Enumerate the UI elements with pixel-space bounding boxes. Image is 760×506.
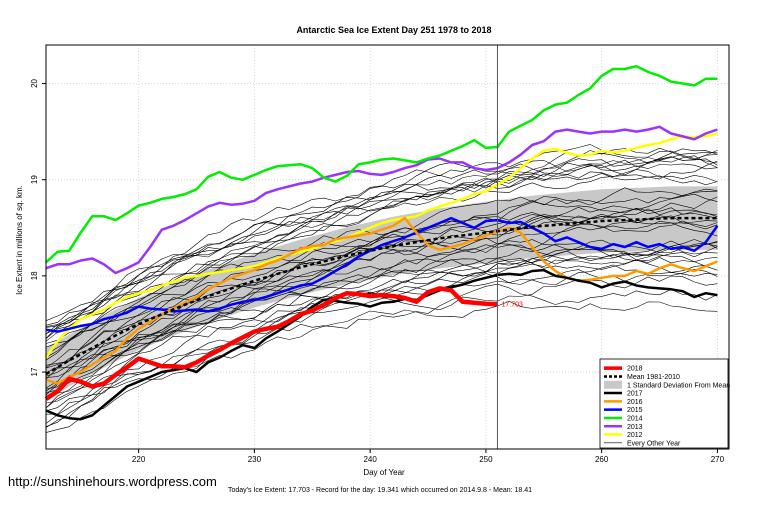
series-line-2014: [45, 64, 718, 264]
y-tick-label: 20: [30, 78, 39, 87]
other-year-line: [45, 256, 718, 409]
legend-label: 2014: [627, 415, 643, 422]
x-axis-label: Day of Year: [363, 468, 405, 477]
today-value-label: 17.703: [501, 301, 523, 308]
other-year-line: [45, 215, 718, 389]
legend-label: 1 Standard Deviation From Mean: [627, 382, 730, 389]
series-line-2017: [45, 268, 718, 421]
other-year-line: [45, 242, 718, 393]
series-line-mean: [45, 216, 718, 376]
series-line-2013: [45, 125, 718, 275]
legend-swatch: [604, 380, 622, 389]
x-tick-label: 240: [363, 455, 377, 464]
other-year-line: [45, 237, 718, 392]
other-year-line: [45, 239, 718, 390]
series-line-2012: [44, 132, 718, 359]
legend-label: Every Other Year: [627, 440, 681, 447]
y-tick-label: 17: [30, 367, 39, 376]
other-year-line: [45, 239, 718, 400]
series-line-2016: [45, 216, 718, 385]
other-year-line: [45, 246, 718, 404]
legend-label: 2017: [627, 391, 643, 398]
std-dev-band-area: [46, 186, 718, 400]
std-dev-band: [46, 186, 718, 400]
other-year-line: [45, 300, 718, 433]
other-year-line: [45, 160, 718, 335]
chart-title: Antarctic Sea Ice Extent Day 251 1978 to…: [296, 25, 491, 35]
other-year-line: [45, 246, 718, 409]
other-year-line: [45, 151, 718, 326]
x-tick-label: 260: [595, 455, 609, 464]
y-axis-label: Ice Extent in millions of sq. km.: [15, 185, 24, 295]
watermark-url: http://sunshinehours.wordpress.com: [8, 474, 217, 489]
other-year-line: [45, 190, 718, 355]
other-year-line: [45, 155, 718, 339]
legend-box: [599, 358, 729, 449]
other-year-line: [45, 187, 718, 361]
other-year-line: [45, 165, 718, 344]
axes: 220 230 240 250 260 270 17 18 19 20: [30, 78, 725, 464]
other-year-line: [45, 213, 718, 366]
legend-label: 2016: [627, 399, 643, 406]
legend-label: Mean 1981-2010: [627, 374, 680, 381]
x-tick-label: 220: [132, 455, 146, 464]
x-tick-label: 270: [711, 455, 725, 464]
other-year-line: [45, 196, 718, 358]
highlight-series: [44, 64, 719, 421]
series-line-2018: [44, 286, 498, 401]
legend-label: 2013: [627, 424, 643, 431]
legend-label: 2015: [627, 407, 643, 414]
legend-label: 2018: [627, 366, 643, 373]
footer-stats: Today's Ice Extent: 17.703 - Record for …: [227, 487, 533, 494]
other-year-line: [45, 147, 718, 327]
series-line-2015: [45, 216, 719, 333]
x-tick-label: 250: [479, 455, 493, 464]
plot-frame: [45, 44, 730, 450]
other-year-line: [45, 148, 718, 334]
y-tick-label: 19: [30, 175, 39, 184]
other-year-line: [45, 216, 718, 380]
y-tick-label: 18: [30, 271, 39, 280]
x-tick-label: 230: [248, 455, 262, 464]
legend-label: 2012: [627, 432, 643, 439]
